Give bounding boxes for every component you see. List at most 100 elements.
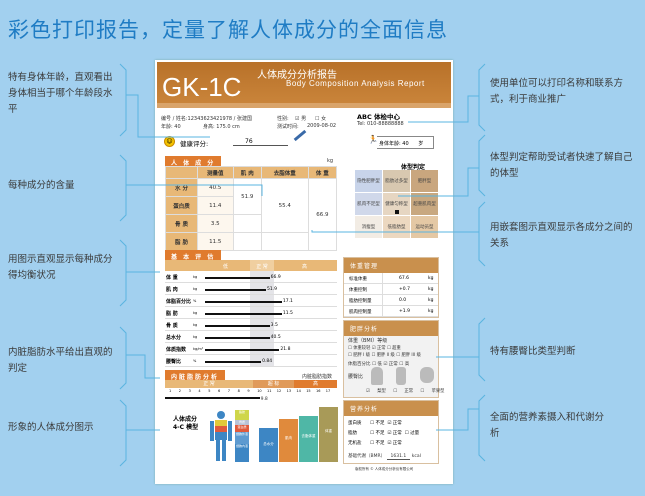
basic-bar [205, 289, 266, 291]
nutrition-row: 蛋白质 ☐ 不足 ☑ 正常 [348, 420, 402, 426]
pear-shape-icon [371, 367, 383, 385]
visceral-tick: 7 [227, 389, 231, 393]
basic-row-label: 脂 肪 [166, 311, 178, 317]
visceral-tick: 11 [267, 389, 272, 393]
body-type-cell: 隐性肥胖型 [355, 170, 382, 192]
wm-label: 体重控制 [349, 288, 367, 293]
note-visceral: 内脏脂肪水平给出直观的判定 [8, 347, 113, 374]
model-name: GK-1C [162, 72, 242, 102]
visceral-tick: 5 [208, 389, 211, 393]
col-weight: 体 重 [307, 166, 338, 179]
basic-row-unit: % [193, 359, 197, 363]
basic-bar [205, 337, 270, 339]
gender-label: 性别: [277, 116, 289, 122]
wm-unit: kg [428, 298, 434, 303]
body-type-cell: 肥胖型 [411, 170, 438, 192]
nutrition-label: 脂肪 [348, 431, 357, 436]
wm-value: 67.6 [399, 276, 410, 281]
bmr-value: 1631.1 [386, 454, 411, 460]
score-label: 健康评分: [180, 140, 209, 148]
basic-bar [205, 301, 282, 303]
model4c-bars: 总水分 肌肉 去脂体重 体重 [251, 404, 338, 462]
human-figure-icon [210, 411, 232, 461]
wm-value: +1.9 [399, 309, 410, 314]
nutrition-panel: 营养分析 蛋白质 ☐ 不足 ☑ 正常 脂肪 ☐ 不足 ☑ 正常 ☐ 过量 无机盐 ☐ 不足… [343, 400, 439, 464]
basic-bar [205, 361, 262, 363]
test-date: 2009-08-02 [307, 123, 337, 129]
gender-female: ☐ 女 [315, 116, 327, 122]
stack-segment: 脂肪 [235, 410, 249, 420]
muscle-value: 51.9 [232, 178, 262, 215]
wm-unit: kg [428, 287, 434, 292]
note-center: 使用单位可以打印名称和联系方式，利于商业推广 [490, 78, 624, 105]
id-name: 编号 / 姓名:12343623421978 / 张建国 [161, 116, 252, 122]
scale-low: 低 [223, 264, 229, 270]
height: 身高: 175.0 cm [203, 124, 240, 130]
model4c-label: 人体成分 4-C 模型 [173, 416, 199, 431]
basic-value: 21.8 [280, 347, 291, 352]
basic-row: 体质指数 kg/m² 21.8 [165, 343, 337, 355]
basic-value: 66.9 [270, 275, 281, 280]
visceral-tick: 16 [316, 389, 321, 393]
basic-rows: 体 重 kg 66.9 肌 肉 kg 51.9 体脂百分比% 17.1 脂 肪 kg 11.5 骨 质… [165, 271, 337, 367]
header-band [157, 103, 451, 108]
apple-shape-icon [420, 367, 434, 383]
basic-row-unit: kg [193, 287, 198, 291]
selected-marker-icon [395, 210, 399, 214]
visceral-zones: 正 常 超 标 高 [165, 380, 337, 388]
basic-row-unit: % [193, 299, 197, 303]
scale-normal: 正 常 [250, 260, 274, 271]
visceral-tick: 2 [178, 389, 182, 393]
model4c-stack: 脂肪 骨质 蛋白质 细胞外液 细胞内液 [235, 410, 249, 462]
basic-row: 总水分 kg 40.5 [165, 331, 337, 343]
stack-segment: 蛋白质 [235, 425, 249, 432]
model4c-bar: 总水分 [259, 428, 278, 462]
row-label: 骨 质 [165, 214, 198, 233]
basic-tab: 基 本 评 估 [165, 250, 222, 263]
wm-divider [382, 273, 383, 284]
basic-row-label: 体 重 [166, 275, 178, 281]
health-score: 76 [233, 138, 288, 146]
basic-row-unit: kg/m² [193, 347, 204, 351]
nutrition-options: ☐ 不足 ☑ 正常 ☐ 过量 [370, 431, 420, 436]
row-label: 蛋白质 [165, 196, 198, 215]
wm-unit: kg [428, 276, 434, 281]
report-title-en: Body Composition Analysis Report [286, 79, 425, 88]
test-time-label: 测试时间: [277, 124, 299, 130]
basic-bar [205, 349, 280, 351]
body-age: 身体年龄: 40 [379, 141, 409, 147]
basic-value: 51.9 [267, 287, 278, 292]
zone-over: 超 标 [253, 380, 294, 388]
nutrition-row: 脂肪 ☐ 不足 ☑ 正常 ☐ 过量 [348, 430, 419, 436]
basic-row-label: 体质指数 [166, 347, 187, 353]
wm-label: 标准体重 [349, 277, 367, 282]
note-body-age: 特有身体年龄，直观看出身体相当于哪个年龄段水平 [8, 72, 113, 115]
basic-row: 骨 质 kg 3.5 [165, 319, 337, 331]
basic-row-unit: kg [193, 335, 198, 339]
fat-pct-row: 体脂百分比 ☐ 低 ☑ 正常 ☐ 高 [348, 362, 410, 367]
note-composition: 每种成分的含量 [8, 180, 75, 191]
model4c-bar: 去脂体重 [299, 416, 318, 462]
body-type-cell: 脂肪过多型 [383, 170, 410, 192]
normal-shape-icon [396, 367, 406, 385]
basic-value: 17.1 [282, 299, 293, 304]
weight-management-panel: 体重管理 标准体重 67.6 kg 体重控制 +0.7 kg 脂肪控制量 0.0 kg 肌肉控制量… [343, 257, 439, 318]
headline: 彩色打印报告，定量了解人体成分的全面信息 [8, 18, 448, 42]
stack-segment: 细胞外液 [235, 432, 249, 444]
visceral-tab: 内脏脂肪分析 [165, 370, 226, 383]
basic-value: 40.5 [270, 335, 281, 340]
basic-row-unit: kg [193, 323, 198, 327]
basic-bar [205, 325, 270, 327]
visceral-tick: 8 [237, 389, 240, 393]
body-type-cell: 超重肌肉型 [411, 193, 438, 215]
basic-scale-header: 低 正 常 高 [165, 260, 337, 271]
body-type-title: 体型判定 [401, 164, 426, 171]
visceral-tick: 14 [296, 389, 301, 393]
weight-mgmt-row: 脂肪控制量 0.0 kg [344, 295, 438, 306]
footer: 版权所有 © 人体成分分析仪有限公司 [355, 467, 414, 471]
weight-value: 66.9 [307, 178, 338, 251]
obesity-panel: 肥胖分析 体重（BMI）等级 ☐ 体重较轻 ☑ 正常 ☐ 超重 ☐ 肥胖 I 级 … [343, 320, 444, 398]
visceral-tick: 10 [257, 389, 262, 393]
visceral-index-label: 内脏脂肪指数 [302, 374, 333, 380]
